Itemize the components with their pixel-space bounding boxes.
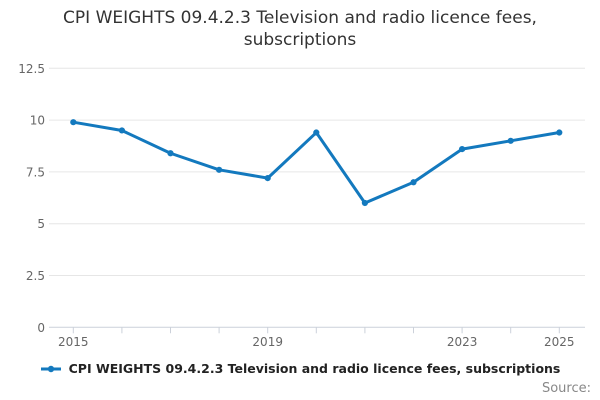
source-label: Source: xyxy=(541,381,591,396)
data-point[interactable] xyxy=(459,146,466,153)
chart-title: CPI WEIGHTS 09.4.2.3 Television and radi… xyxy=(0,7,600,51)
x-axis-tick-label: 2019 xyxy=(252,335,283,349)
plot-area: 0 2.5 5 7.5 10 12.5 2015 2019 2023 2025 xyxy=(18,62,585,349)
y-axis-tick-label: 12.5 xyxy=(18,62,45,76)
data-point[interactable] xyxy=(118,127,125,134)
y-axis-tick-label: 2.5 xyxy=(26,269,45,283)
data-point[interactable] xyxy=(70,119,77,126)
x-axis-tick-label: 2023 xyxy=(447,335,478,349)
data-point[interactable] xyxy=(507,137,514,144)
chart-title-line1: CPI WEIGHTS 09.4.2.3 Television and radi… xyxy=(63,8,537,28)
legend-label: CPI WEIGHTS 09.4.2.3 Television and radi… xyxy=(68,361,561,376)
y-axis-tick-label: 0 xyxy=(37,321,45,335)
x-axis-tick-label: 2025 xyxy=(544,335,575,349)
x-axis-tick-label: 2015 xyxy=(58,335,89,349)
data-point[interactable] xyxy=(216,166,223,173)
y-axis-tick-label: 10 xyxy=(30,114,45,128)
data-point[interactable] xyxy=(410,179,417,186)
y-axis-tick-label: 5 xyxy=(37,217,45,231)
data-point[interactable] xyxy=(556,129,563,136)
legend-item[interactable]: CPI WEIGHTS 09.4.2.3 Television and radi… xyxy=(0,361,600,376)
legend-line-marker-icon xyxy=(40,365,61,372)
data-point[interactable] xyxy=(264,175,271,182)
data-point[interactable] xyxy=(167,150,174,157)
data-point[interactable] xyxy=(313,129,320,136)
chart-title-line2: subscriptions xyxy=(243,30,357,50)
data-point[interactable] xyxy=(361,199,368,207)
y-axis-tick-label: 7.5 xyxy=(26,165,45,179)
